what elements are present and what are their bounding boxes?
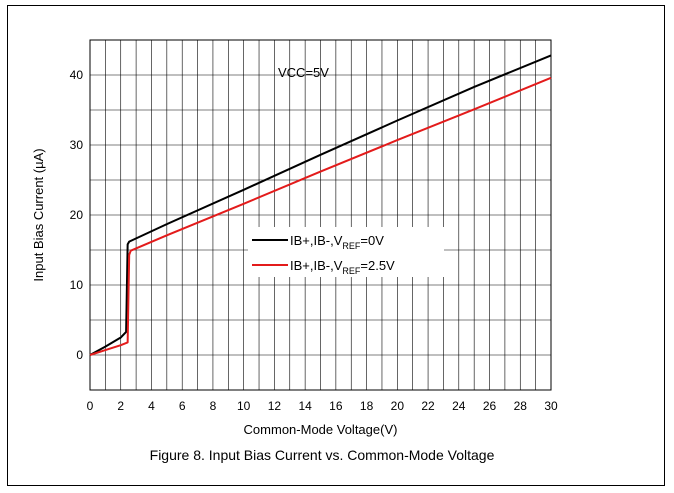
x-tick-label: 0 <box>87 399 94 413</box>
figure-caption: Figure 8. Input Bias Current vs. Common-… <box>150 447 495 463</box>
x-tick-label: 14 <box>298 399 312 413</box>
x-tick-label: 2 <box>117 399 124 413</box>
legend-label-main: IB+,IB-,V <box>290 258 343 273</box>
legend-label-tail: =2.5V <box>360 258 395 273</box>
legend-label-main: IB+,IB-,V <box>290 233 343 248</box>
vcc-annotation: VCC=5V <box>278 65 329 80</box>
x-tick-label: 22 <box>421 399 435 413</box>
figure-frame <box>7 5 665 486</box>
y-axis-label: Input Bias Current (µA) <box>31 148 46 281</box>
x-tick-label: 18 <box>360 399 374 413</box>
legend-background <box>248 227 444 277</box>
x-tick-label: 28 <box>514 399 528 413</box>
y-tick-label: 40 <box>70 68 84 82</box>
y-tick-label: 20 <box>70 208 84 222</box>
legend-label-sub: REF <box>342 266 361 276</box>
legend-label-vref-2-5v: IB+,IB-,VREF=2.5V <box>290 258 395 276</box>
x-tick-label: 10 <box>237 399 251 413</box>
legend-label-tail: =0V <box>360 233 384 248</box>
x-tick-label: 24 <box>452 399 466 413</box>
x-tick-label: 30 <box>544 399 558 413</box>
x-tick-label: 4 <box>148 399 155 413</box>
y-axis-ticks: 0 10 20 30 40 <box>70 68 84 362</box>
x-tick-label: 8 <box>210 399 217 413</box>
x-axis-label: Common-Mode Voltage(V) <box>244 422 398 437</box>
y-tick-label: 30 <box>70 138 84 152</box>
grid <box>90 40 551 390</box>
series-line-vref-0v <box>89 54 552 356</box>
y-tick-label: 10 <box>70 278 84 292</box>
x-tick-label: 20 <box>391 399 405 413</box>
series-line-vref-2-5v <box>89 76 552 356</box>
y-tick-label: 0 <box>76 348 83 362</box>
legend: IB+,IB-,VREF=0V IB+,IB-,VREF=2.5V <box>248 227 444 277</box>
x-tick-label: 26 <box>483 399 497 413</box>
legend-label-sub: REF <box>342 241 361 251</box>
x-tick-label: 12 <box>268 399 282 413</box>
plot-area <box>89 39 552 391</box>
x-tick-label: 6 <box>179 399 186 413</box>
legend-label-vref-0v: IB+,IB-,VREF=0V <box>290 233 384 251</box>
x-tick-label: 16 <box>329 399 343 413</box>
series-layer <box>89 54 552 356</box>
x-axis-ticks: 0 2 4 6 8 10 12 14 16 18 20 22 24 26 28 30 <box>87 399 558 413</box>
